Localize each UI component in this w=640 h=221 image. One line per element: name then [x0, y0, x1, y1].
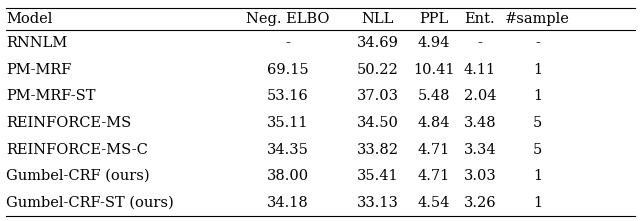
Text: 35.41: 35.41: [356, 169, 399, 183]
Text: Model: Model: [6, 12, 52, 26]
Text: 1: 1: [533, 196, 542, 210]
Text: Ent.: Ent.: [465, 12, 495, 26]
Text: 1: 1: [533, 63, 542, 77]
Text: 3.48: 3.48: [464, 116, 496, 130]
Text: PPL: PPL: [419, 12, 449, 26]
Text: 34.18: 34.18: [267, 196, 309, 210]
Text: 37.03: 37.03: [356, 90, 399, 103]
Text: 4.54: 4.54: [418, 196, 450, 210]
Text: Gumbel-CRF-ST (ours): Gumbel-CRF-ST (ours): [6, 196, 174, 210]
Text: RNNLM: RNNLM: [6, 36, 68, 50]
Text: 5: 5: [533, 143, 542, 156]
Text: 2.04: 2.04: [464, 90, 496, 103]
Text: 4.84: 4.84: [418, 116, 450, 130]
Text: NLL: NLL: [362, 12, 394, 26]
Text: 3.34: 3.34: [464, 143, 496, 156]
Text: Gumbel-CRF (ours): Gumbel-CRF (ours): [6, 169, 150, 183]
Text: 3.26: 3.26: [464, 196, 496, 210]
Text: 33.82: 33.82: [356, 143, 399, 156]
Text: 34.69: 34.69: [356, 36, 399, 50]
Text: REINFORCE-MS-C: REINFORCE-MS-C: [6, 143, 148, 156]
Text: 3.03: 3.03: [463, 169, 497, 183]
Text: 4.11: 4.11: [464, 63, 496, 77]
Text: 4.71: 4.71: [418, 169, 450, 183]
Text: 34.35: 34.35: [267, 143, 309, 156]
Text: #sample: #sample: [505, 12, 570, 26]
Text: 1: 1: [533, 90, 542, 103]
Text: 5: 5: [533, 116, 542, 130]
Text: REINFORCE-MS: REINFORCE-MS: [6, 116, 132, 130]
Text: 33.13: 33.13: [356, 196, 399, 210]
Text: 69.15: 69.15: [267, 63, 309, 77]
Text: 4.71: 4.71: [418, 143, 450, 156]
Text: 5.48: 5.48: [418, 90, 450, 103]
Text: 1: 1: [533, 169, 542, 183]
Text: Neg. ELBO: Neg. ELBO: [246, 12, 330, 26]
Text: 50.22: 50.22: [356, 63, 399, 77]
Text: 35.11: 35.11: [268, 116, 308, 130]
Text: 34.50: 34.50: [356, 116, 399, 130]
Text: PM-MRF-ST: PM-MRF-ST: [6, 90, 96, 103]
Text: -: -: [535, 36, 540, 50]
Text: 4.94: 4.94: [418, 36, 450, 50]
Text: 38.00: 38.00: [267, 169, 309, 183]
Text: -: -: [477, 36, 483, 50]
Text: 10.41: 10.41: [413, 63, 454, 77]
Text: PM-MRF: PM-MRF: [6, 63, 72, 77]
Text: 53.16: 53.16: [267, 90, 309, 103]
Text: -: -: [285, 36, 291, 50]
